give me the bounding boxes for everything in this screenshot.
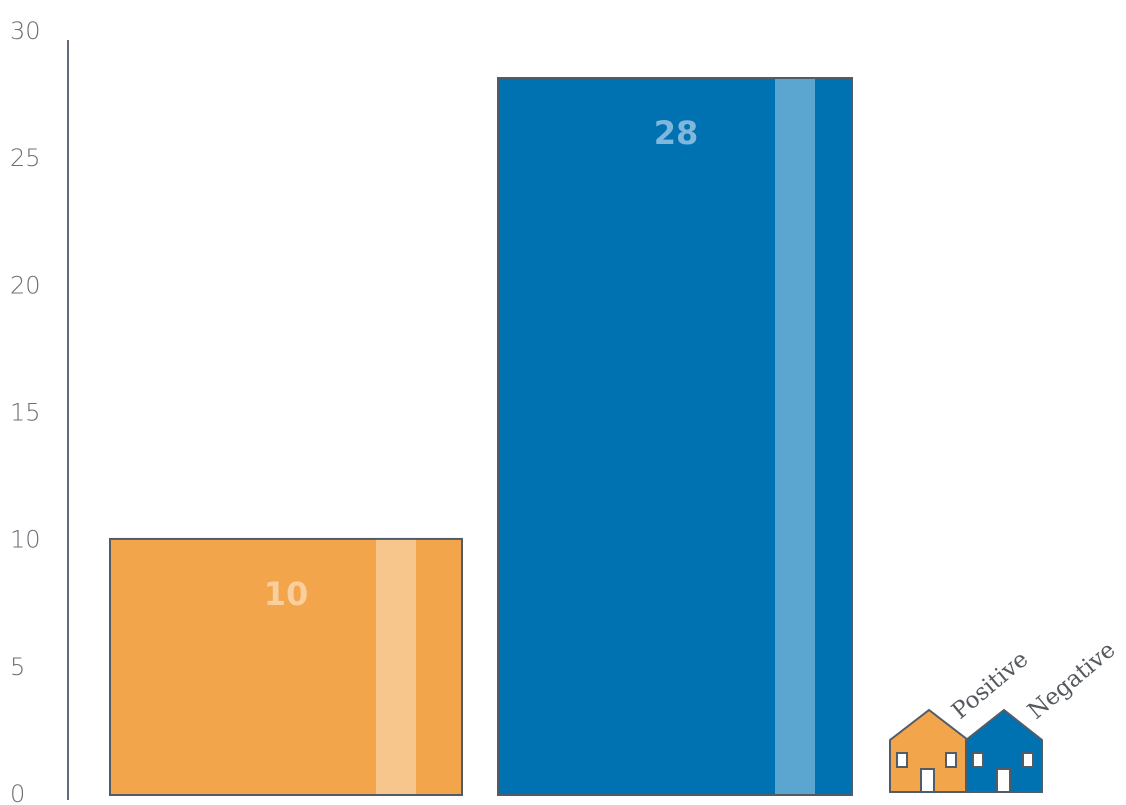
y-tick-label: 20 — [10, 271, 41, 299]
y-tick-label: 10 — [10, 526, 41, 554]
y-tick-label: 0 — [10, 780, 25, 805]
data-labels: 10 28 — [264, 114, 699, 613]
legend-item-negative: Negative — [965, 637, 1121, 793]
bar-highlight-stripe — [376, 539, 416, 794]
y-axis-ticks: 0 5 10 15 20 25 30 — [10, 17, 41, 805]
data-label-positive: 10 — [264, 575, 309, 613]
y-tick-label: 5 — [10, 653, 25, 681]
legend-label-positive: Positive — [947, 646, 1033, 724]
y-tick-label: 25 — [10, 144, 41, 172]
y-tick-label: 30 — [10, 17, 41, 45]
house-icon-positive — [889, 708, 969, 793]
bars — [109, 77, 853, 797]
legend-label-negative: Negative — [1023, 637, 1120, 725]
y-tick-label: 15 — [10, 399, 41, 427]
legend: Positive Negative — [889, 637, 1121, 793]
data-label-negative: 28 — [654, 114, 699, 152]
bar-highlight-stripe — [775, 79, 815, 794]
house-icon-negative — [965, 708, 1043, 793]
